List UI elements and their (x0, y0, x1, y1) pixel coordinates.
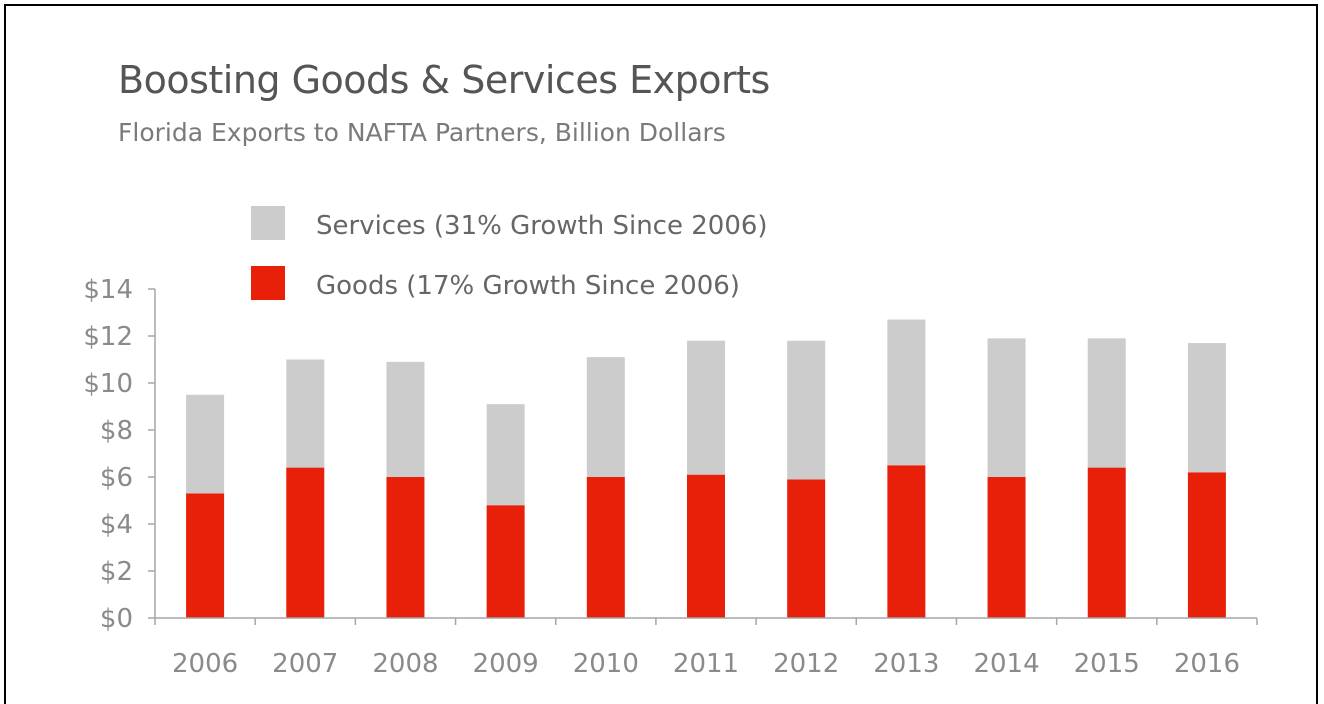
goods-bar-2006 (186, 493, 225, 618)
y-tick-label: $12 (83, 322, 133, 352)
services-bar-2012 (787, 340, 826, 480)
services-bar-2013 (887, 319, 926, 466)
services-bar-2016 (1187, 343, 1226, 473)
services-bar-2010 (586, 357, 625, 477)
goods-bar-2016 (1187, 472, 1226, 618)
y-tick-label: $4 (100, 510, 133, 540)
legend-services-swatch (251, 206, 285, 240)
bars (186, 319, 1226, 618)
goods-bar-2008 (386, 477, 425, 618)
services-bar-2008 (386, 361, 425, 477)
services-bar-2007 (286, 359, 325, 468)
x-tick-label: 2006 (172, 649, 238, 679)
goods-bar-2013 (887, 465, 926, 618)
x-tick-label: 2014 (973, 649, 1039, 679)
services-bar-2009 (486, 404, 525, 506)
chart-subtitle: Florida Exports to NAFTA Partners, Billi… (118, 118, 726, 147)
y-tick-label: $2 (100, 557, 133, 587)
services-bar-2014 (987, 338, 1026, 477)
x-tick-label: 2013 (873, 649, 939, 679)
services-bar-2006 (186, 394, 225, 494)
y-tick-label: $0 (100, 604, 133, 634)
chart-title: Boosting Goods & Services Exports (118, 58, 770, 102)
goods-bar-2011 (687, 474, 725, 618)
goods-bar-2007 (286, 467, 325, 618)
y-tick-label: $10 (83, 369, 133, 399)
x-axis: 2006 2007 2008 2009 2010 2011 2012 2013 2014 2015… (154, 617, 1258, 679)
services-bar-2015 (1087, 338, 1126, 468)
legend-goods-swatch (251, 266, 285, 300)
goods-bar-2015 (1087, 467, 1126, 618)
x-tick-label: 2007 (272, 649, 338, 679)
legend: Services (31% Growth Since 2006) Goods (1… (251, 206, 768, 301)
y-axis: $0 $2 $4 $6 $8 $10 $12 $14 (83, 275, 156, 634)
x-tick-label: 2010 (573, 649, 639, 679)
goods-bar-2012 (787, 479, 826, 618)
x-tick-label: 2016 (1174, 649, 1240, 679)
legend-services-label: Services (31% Growth Since 2006) (316, 211, 768, 241)
y-tick-label: $14 (83, 275, 133, 305)
goods-bar-2014 (987, 477, 1026, 618)
x-tick-label: 2009 (473, 649, 539, 679)
legend-goods-label: Goods (17% Growth Since 2006) (316, 271, 740, 301)
goods-bar-2010 (586, 477, 625, 618)
x-tick-label: 2008 (372, 649, 438, 679)
services-bar-2011 (687, 340, 725, 475)
chart-frame (4, 4, 1318, 704)
x-tick-label: 2015 (1074, 649, 1140, 679)
x-tick-label: 2012 (773, 649, 839, 679)
y-tick-label: $8 (100, 416, 133, 446)
goods-bar-2009 (486, 505, 525, 618)
x-tick-label: 2011 (673, 649, 739, 679)
y-tick-label: $6 (100, 463, 133, 493)
